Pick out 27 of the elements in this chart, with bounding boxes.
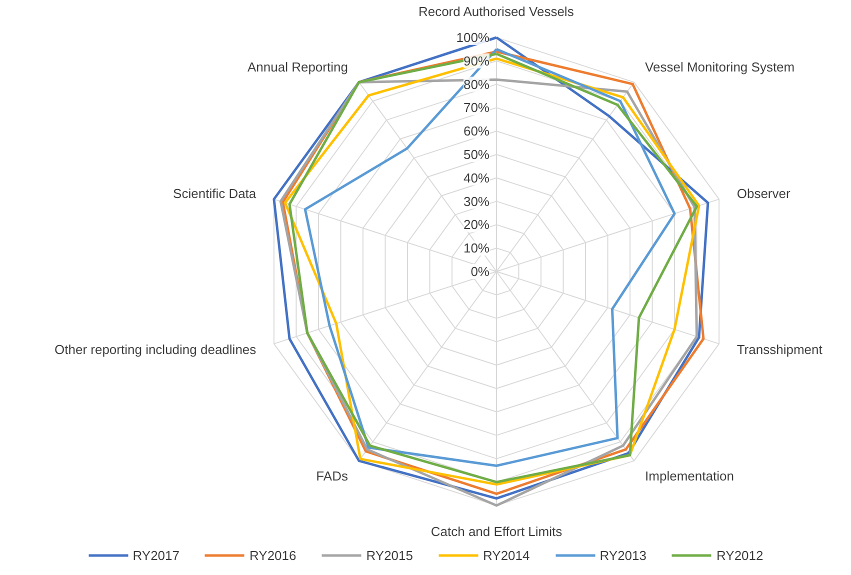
y-tick-label: 80% [463, 76, 490, 92]
legend-label: RY2017 [132, 548, 180, 562]
spoke-label: Implementation [645, 468, 734, 484]
spoke-label: Other reporting including deadlines [54, 342, 257, 358]
spoke-label: Catch and Effort Limits [430, 524, 563, 540]
legend-label: RY2014 [483, 548, 530, 562]
y-tick-label: 50% [463, 147, 490, 162]
spoke-label: Record Authorised Vessels [418, 4, 574, 19]
legend-label: RY2012 [716, 548, 764, 562]
legend-label: RY2015 [366, 548, 413, 562]
legend-label: RY2013 [600, 548, 646, 562]
spoke-label: Scientific Data [173, 186, 257, 201]
y-tick-label: 30% [463, 194, 490, 209]
spoke-label: FADs [316, 468, 348, 484]
y-tick-label: 20% [463, 217, 490, 232]
y-tick-label: 70% [463, 100, 490, 116]
spoke-label: Transshipment [736, 342, 823, 358]
spoke-label: Annual Reporting [247, 60, 348, 75]
y-tick-label: 100% [456, 30, 490, 45]
y-tick-label: 40% [463, 170, 490, 186]
legend-label: RY2016 [250, 548, 296, 562]
y-tick-label: 10% [463, 240, 490, 256]
spoke-label: Vessel Monitoring System [645, 60, 795, 75]
y-tick-label: 90% [463, 53, 490, 68]
y-tick-label: 0% [470, 264, 490, 279]
spoke-label: Observer [736, 186, 791, 201]
y-tick-label: 60% [463, 124, 490, 139]
